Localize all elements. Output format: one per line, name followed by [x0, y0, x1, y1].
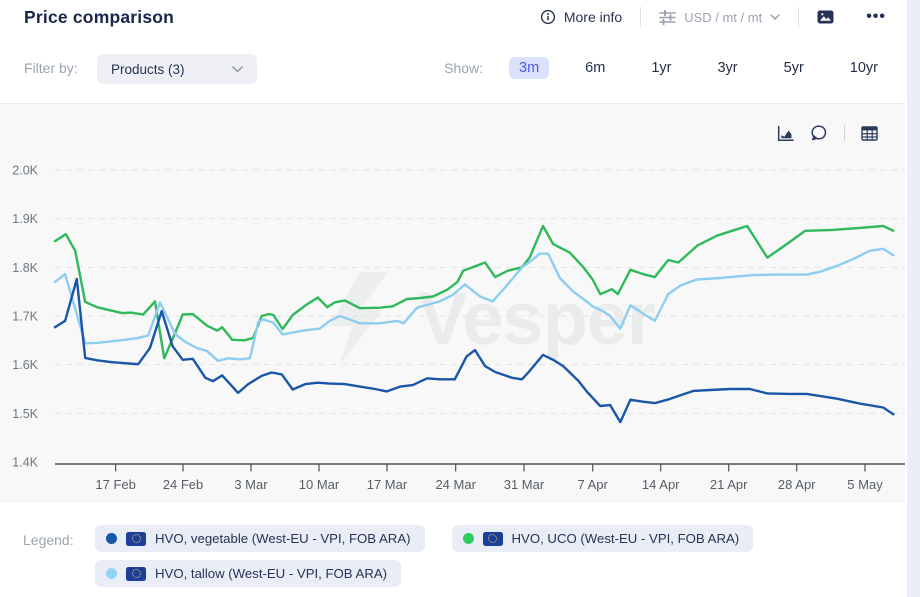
ellipsis-icon: •••: [866, 8, 886, 25]
legend-item-hvo-uco[interactable]: HVO, UCO (West-EU - VPI, FOB ARA): [451, 525, 754, 552]
chevron-down-icon: [232, 65, 243, 73]
legend-section: Legend: HVO, vegetable (West-EU - VPI, F…: [0, 503, 920, 597]
series-line[interactable]: [53, 224, 895, 360]
x-tick-label: 28 Apr: [778, 477, 816, 492]
x-tick-label: 14 Apr: [642, 477, 680, 492]
x-tick-label: 10 Mar: [299, 477, 340, 492]
y-tick-label: 1.4K: [12, 456, 38, 470]
series-color-dot: [462, 533, 474, 544]
header-divider: [640, 7, 642, 27]
x-tick-label: 7 Apr: [578, 477, 609, 492]
series-color-dot: [106, 568, 117, 579]
more-info-label: More info: [563, 9, 623, 25]
series-line[interactable]: [53, 247, 895, 362]
x-tick-label: 5 May: [847, 477, 883, 492]
show-option-6m[interactable]: 6m: [575, 57, 615, 79]
more-options-button[interactable]: •••: [866, 8, 886, 25]
series-color-dot: [106, 533, 117, 544]
x-tick-label: 3 Mar: [234, 477, 268, 492]
unit-selector-label: USD / mt / mt: [684, 9, 763, 25]
sliders-icon: [659, 9, 676, 25]
export-image-button[interactable]: [817, 10, 834, 24]
legend-item-label: HVO, UCO (West-EU - VPI, FOB ARA): [511, 531, 740, 546]
series-line[interactable]: [53, 277, 895, 424]
price-line-chart[interactable]: 2.0K 1.9K 1.8K 1.7K 1.6K 1.5K 1.4K 17 Feb 24 Feb…: [0, 104, 920, 504]
y-tick-label: 1.9K: [12, 212, 38, 226]
chart-type-icon[interactable]: [777, 125, 794, 142]
products-dropdown[interactable]: Products (3): [97, 54, 257, 84]
show-option-10yr[interactable]: 10yr: [840, 57, 888, 79]
legend-item-hvo-tallow[interactable]: HVO, tallow (West-EU - VPI, FOB ARA): [95, 560, 402, 587]
filter-by-label: Filter by:: [24, 60, 78, 76]
legend-item-hvo-vegetable[interactable]: HVO, vegetable (West-EU - VPI, FOB ARA): [95, 525, 425, 552]
show-option-1yr[interactable]: 1yr: [641, 57, 681, 79]
filter-row: Filter by: Products (3) Show: 3m 6m 1yr …: [0, 52, 920, 88]
comments-icon[interactable]: [810, 124, 828, 142]
toolbar-divider: [844, 125, 845, 141]
show-option-3m[interactable]: 3m: [509, 57, 550, 79]
x-tick-label: 21 Apr: [710, 477, 748, 492]
legend-label: Legend:: [23, 532, 74, 548]
more-info-button[interactable]: More info: [540, 9, 622, 25]
info-icon: [540, 9, 556, 25]
y-tick-label: 1.7K: [12, 310, 38, 324]
show-range-group: Show: 3m 6m 1yr 3yr 5yr 10yr: [444, 57, 888, 79]
x-tick-label: 17 Mar: [367, 477, 408, 492]
y-tick-label: 1.5K: [12, 407, 38, 421]
eu-flag-icon: [482, 531, 503, 546]
chart-toolbar: [777, 124, 878, 142]
x-tick-label: 24 Mar: [435, 477, 476, 492]
y-tick-label: 1.8K: [12, 261, 38, 275]
show-label: Show:: [444, 60, 483, 76]
x-tick-label: 24 Feb: [163, 477, 203, 492]
table-view-icon[interactable]: [861, 125, 878, 141]
legend-item-label: HVO, tallow (West-EU - VPI, FOB ARA): [155, 566, 388, 581]
x-tick-label: 17 Feb: [95, 477, 135, 492]
show-option-3yr[interactable]: 3yr: [707, 57, 747, 79]
y-tick-label: 1.6K: [12, 358, 38, 372]
chart-panel: Vesper 2.0K 1.9K 1.8K 1.7K 1.6K 1.5K 1.4K 17 Fe…: [0, 103, 920, 504]
header: Price comparison More info USD / mt / mt: [0, 0, 920, 34]
unit-selector[interactable]: USD / mt / mt: [659, 9, 780, 25]
show-option-5yr[interactable]: 5yr: [774, 57, 814, 79]
header-divider: [798, 7, 800, 27]
scrollbar[interactable]: [905, 0, 920, 597]
y-tick-label: 2.0K: [12, 164, 38, 178]
products-dropdown-label: Products (3): [111, 61, 185, 77]
x-tick-label: 31 Mar: [504, 477, 545, 492]
image-icon: [817, 10, 834, 24]
page-title: Price comparison: [24, 7, 175, 27]
chevron-down-icon: [770, 14, 780, 20]
legend-item-label: HVO, vegetable (West-EU - VPI, FOB ARA): [155, 531, 411, 546]
eu-flag-icon: [126, 566, 146, 581]
eu-flag-icon: [126, 531, 146, 546]
header-actions: More info USD / mt / mt •••: [540, 0, 886, 34]
legend-pills: HVO, vegetable (West-EU - VPI, FOB ARA) …: [95, 525, 815, 587]
